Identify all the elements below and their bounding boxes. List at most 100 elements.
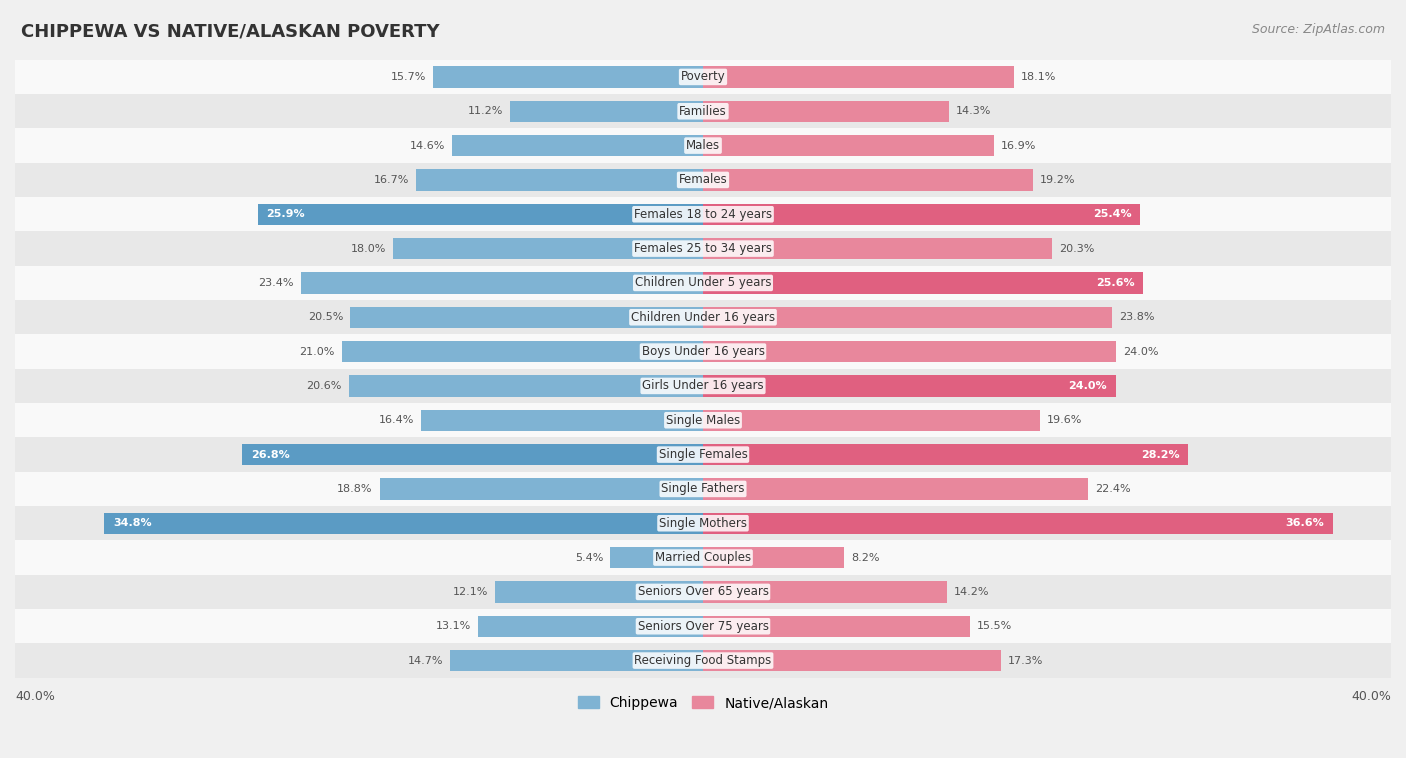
Text: 15.5%: 15.5% [977,622,1012,631]
Text: 12.1%: 12.1% [453,587,488,597]
Bar [15,368,1391,403]
Bar [703,307,1112,328]
Bar [703,375,1116,396]
Text: 20.5%: 20.5% [308,312,343,322]
Text: 25.6%: 25.6% [1097,278,1135,288]
Bar [703,169,1033,190]
Text: Receiving Food Stamps: Receiving Food Stamps [634,654,772,667]
Bar [703,135,994,156]
Bar [416,169,703,190]
Bar [104,512,703,534]
Text: 19.2%: 19.2% [1040,175,1076,185]
Text: Single Males: Single Males [666,414,740,427]
Bar [15,471,1391,506]
Text: 17.3%: 17.3% [1008,656,1043,666]
Bar [15,334,1391,368]
Bar [15,197,1391,231]
Bar [703,101,949,122]
Text: 5.4%: 5.4% [575,553,603,562]
Bar [703,272,1143,293]
Bar [703,615,970,637]
Bar [15,300,1391,334]
Bar [15,506,1391,540]
Text: 19.6%: 19.6% [1047,415,1083,425]
Bar [703,409,1040,431]
Bar [301,272,703,293]
Text: 13.1%: 13.1% [436,622,471,631]
Bar [703,204,1140,225]
Text: Children Under 16 years: Children Under 16 years [631,311,775,324]
Text: 24.0%: 24.0% [1069,381,1107,391]
Text: 18.0%: 18.0% [352,243,387,254]
Text: 34.8%: 34.8% [112,518,152,528]
Text: Poverty: Poverty [681,70,725,83]
Text: 28.2%: 28.2% [1140,449,1180,459]
Text: Boys Under 16 years: Boys Under 16 years [641,345,765,358]
Text: 26.8%: 26.8% [250,449,290,459]
Text: 14.2%: 14.2% [955,587,990,597]
Text: Seniors Over 75 years: Seniors Over 75 years [637,620,769,633]
Text: Children Under 5 years: Children Under 5 years [634,277,772,290]
Text: 14.6%: 14.6% [409,140,446,151]
Bar [15,644,1391,678]
Bar [703,547,844,568]
Bar [350,307,703,328]
Bar [420,409,703,431]
Text: 21.0%: 21.0% [299,346,335,356]
Text: 14.3%: 14.3% [956,106,991,116]
Text: 20.3%: 20.3% [1059,243,1094,254]
Bar [15,60,1391,94]
Text: 14.7%: 14.7% [408,656,443,666]
Text: Single Mothers: Single Mothers [659,517,747,530]
Text: 16.9%: 16.9% [1001,140,1036,151]
Bar [451,135,703,156]
Bar [15,403,1391,437]
Bar [703,478,1088,500]
Bar [349,375,703,396]
Text: 40.0%: 40.0% [15,690,55,703]
Bar [15,163,1391,197]
Text: Married Couples: Married Couples [655,551,751,564]
Bar [703,444,1188,465]
Text: 25.9%: 25.9% [266,209,305,219]
Bar [703,66,1014,88]
Text: 40.0%: 40.0% [1351,690,1391,703]
Text: 11.2%: 11.2% [468,106,503,116]
Bar [15,575,1391,609]
Text: Seniors Over 65 years: Seniors Over 65 years [637,585,769,598]
Bar [703,650,1001,672]
Bar [15,540,1391,575]
Bar [15,266,1391,300]
Text: 18.1%: 18.1% [1021,72,1056,82]
Text: 20.6%: 20.6% [307,381,342,391]
Text: 22.4%: 22.4% [1095,484,1130,494]
Bar [703,238,1052,259]
Text: 25.4%: 25.4% [1092,209,1132,219]
Bar [703,512,1333,534]
Text: Families: Families [679,105,727,117]
Text: Females: Females [679,174,727,186]
Bar [703,581,948,603]
Text: Source: ZipAtlas.com: Source: ZipAtlas.com [1251,23,1385,36]
Bar [703,341,1116,362]
Bar [433,66,703,88]
Bar [510,101,703,122]
Text: 16.4%: 16.4% [378,415,413,425]
Bar [242,444,703,465]
Text: Females 25 to 34 years: Females 25 to 34 years [634,242,772,255]
Text: Males: Males [686,139,720,152]
Text: Single Females: Single Females [658,448,748,461]
Bar [342,341,703,362]
Bar [15,437,1391,471]
Text: Single Fathers: Single Fathers [661,482,745,496]
Text: 18.8%: 18.8% [337,484,373,494]
Legend: Chippewa, Native/Alaskan: Chippewa, Native/Alaskan [572,691,834,716]
Bar [257,204,703,225]
Text: 23.8%: 23.8% [1119,312,1154,322]
Text: Females 18 to 24 years: Females 18 to 24 years [634,208,772,221]
Bar [15,128,1391,163]
Text: 24.0%: 24.0% [1122,346,1159,356]
Bar [478,615,703,637]
Text: 16.7%: 16.7% [374,175,409,185]
Bar [15,94,1391,128]
